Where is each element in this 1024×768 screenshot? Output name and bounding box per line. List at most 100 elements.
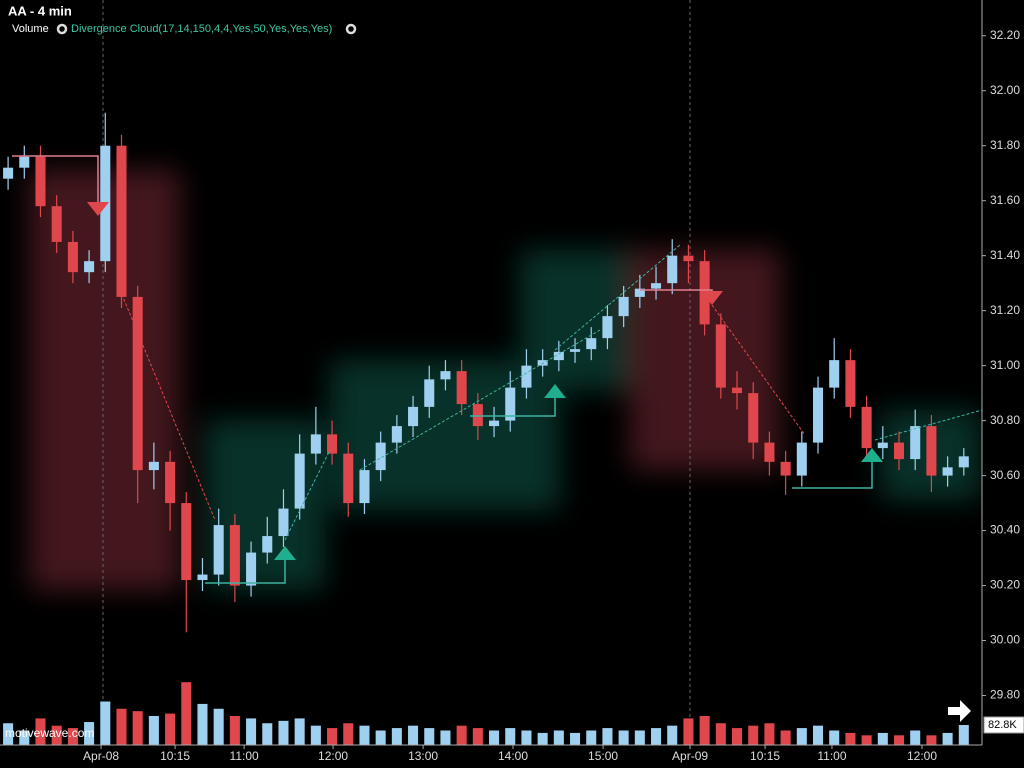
volume-bar: [553, 730, 564, 745]
candle-body: [537, 360, 548, 366]
x-tick-label: 12:00: [907, 749, 937, 763]
volume-bar: [472, 728, 483, 745]
candle-body: [877, 442, 888, 449]
candle-body: [634, 288, 645, 297]
volume-bar: [391, 728, 402, 745]
x-tick-label: 13:00: [408, 749, 438, 763]
candle-body: [132, 296, 143, 471]
volume-bar: [683, 718, 694, 745]
divergence-signals: [12, 155, 983, 584]
indicator-label[interactable]: Divergence Cloud(17,14,150,4,4,Yes,50,Ye…: [71, 23, 332, 35]
candle-body: [294, 453, 305, 509]
x-tick-label: 10:15: [160, 749, 190, 763]
candle-body: [310, 434, 321, 454]
candle-body: [375, 442, 386, 471]
volume-bar: [634, 730, 645, 745]
candle-body: [489, 420, 500, 427]
price-axis-bg: [982, 0, 1024, 768]
buy-signal: [861, 448, 883, 462]
volume-bar: [505, 728, 516, 745]
y-tick-label: 29.80: [990, 688, 1020, 702]
volume-bar: [521, 730, 532, 745]
candle-body: [505, 387, 516, 421]
divergence-line: [205, 555, 286, 584]
candle-body: [35, 156, 46, 207]
volume-bar: [812, 725, 824, 745]
volume-bar: [748, 725, 759, 745]
candle-body: [683, 255, 694, 262]
volume-bar: [764, 723, 775, 745]
candle-body: [181, 503, 192, 581]
candle-body: [456, 371, 467, 405]
settings-icon[interactable]: [56, 23, 68, 35]
candle-body: [327, 434, 338, 454]
candle-body: [812, 387, 824, 443]
divergence-line: [12, 155, 99, 205]
candle-body: [278, 508, 289, 537]
candle-body: [732, 387, 743, 394]
volume-bar: [229, 716, 240, 745]
volume-bar: [67, 728, 78, 745]
x-tick-label: Apr-08: [83, 749, 119, 763]
candle-body: [667, 255, 678, 284]
y-tick-label: 30.60: [990, 468, 1020, 482]
volume-bar: [537, 732, 548, 745]
indicator-label[interactable]: Volume: [12, 23, 49, 35]
volume-bar: [278, 720, 289, 745]
volume-bar: [359, 725, 370, 745]
x-tick-label: 14:00: [498, 749, 528, 763]
volume-bar: [829, 730, 840, 745]
candle-body: [229, 525, 240, 586]
candle-body: [861, 406, 872, 449]
volume-bar: [181, 682, 192, 745]
volume-bar: [213, 708, 224, 745]
volume-bar: [197, 703, 208, 745]
scroll-right-button[interactable]: [948, 700, 971, 722]
x-tick-label: Apr-09: [672, 749, 708, 763]
volume-bar: [343, 723, 354, 745]
candle-body: [67, 241, 78, 273]
candle-body: [424, 379, 435, 407]
candle-body: [651, 283, 662, 289]
volume-bar: [861, 735, 872, 745]
trend-line: [874, 409, 983, 441]
volume-bar: [942, 732, 953, 745]
candle-body: [116, 145, 127, 297]
volume-bar: [51, 725, 62, 745]
candle-body: [829, 360, 840, 388]
candle-body: [796, 442, 807, 476]
candle-body: [262, 536, 273, 553]
sell-signal: [87, 202, 109, 216]
y-tick-label: 31.20: [990, 303, 1020, 317]
trend-line: [554, 244, 681, 351]
volume-bar: [796, 728, 807, 745]
candle-body: [602, 316, 613, 339]
candle-body: [893, 442, 905, 460]
x-tick-label: 10:15: [750, 749, 780, 763]
volume-bar: [132, 711, 143, 745]
y-tick-label: 32.00: [990, 83, 1020, 97]
divergence-line: [470, 393, 556, 417]
candle-body: [197, 574, 208, 581]
volume-bar: [877, 732, 888, 745]
settings-icon[interactable]: [345, 23, 357, 35]
sell-signal: [701, 291, 723, 305]
y-tick-label: 30.80: [990, 413, 1020, 427]
volume-bar: [294, 718, 305, 745]
candle-body: [165, 461, 176, 504]
y-tick-label: 31.80: [990, 138, 1020, 152]
y-tick-label: 30.40: [990, 523, 1020, 537]
x-tick-label: 12:00: [318, 749, 348, 763]
volume-bar: [586, 730, 597, 745]
volume-bar: [618, 730, 629, 745]
candle-body: [748, 393, 759, 443]
y-tick-label: 30.00: [990, 633, 1020, 647]
volume-bar: [489, 730, 500, 745]
candle-body: [618, 296, 629, 317]
volume-bar: [35, 718, 46, 745]
volume-bar: [310, 725, 321, 745]
candle-body: [343, 453, 354, 504]
candle-body: [942, 467, 953, 476]
volume-bar: [100, 701, 111, 745]
divergence-line: [792, 460, 873, 489]
